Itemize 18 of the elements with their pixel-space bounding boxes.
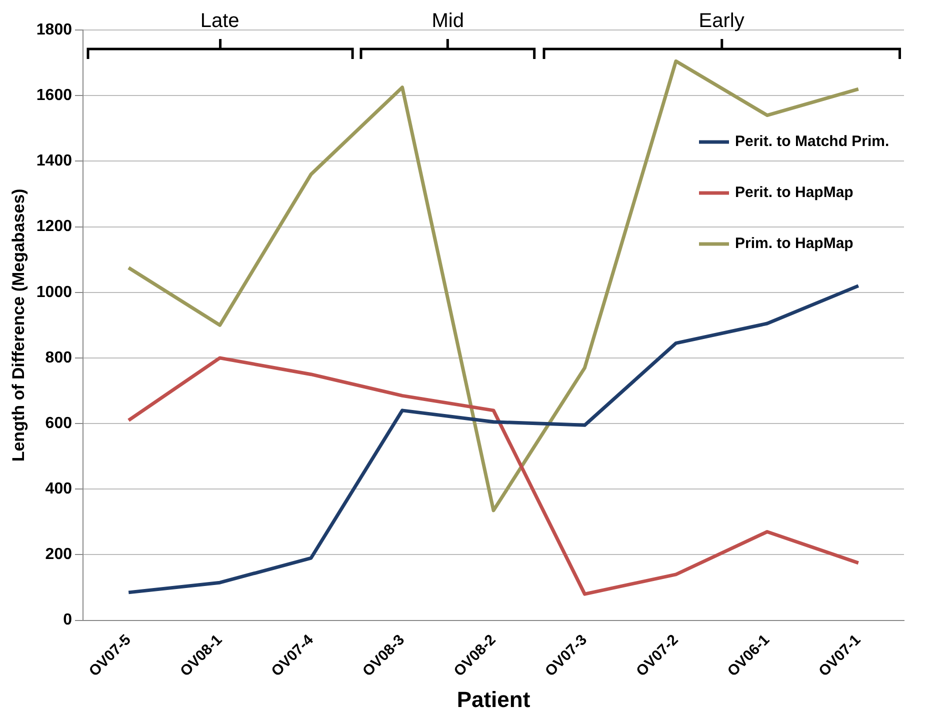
- y-tick-label: 400: [45, 480, 72, 498]
- x-axis-title: Patient: [456, 686, 531, 712]
- y-tick-label: 1000: [36, 284, 72, 301]
- legend-label: Perit. to HapMap: [735, 184, 854, 202]
- y-tick-label: 1200: [36, 218, 72, 236]
- y-tick-label: 200: [45, 546, 72, 564]
- annotation: Early: [698, 10, 744, 33]
- annotation: Late: [200, 10, 240, 33]
- y-tick-label: 1400: [36, 152, 72, 170]
- annotation: Mid: [432, 10, 464, 33]
- y-axis-title: Length of Difference (Megabases): [8, 188, 28, 462]
- y-tick-label: 800: [45, 349, 72, 366]
- y-tick-label: 0: [63, 612, 72, 629]
- y-tick-label: 1600: [36, 86, 72, 104]
- legend-label: Perit. to Matchd Prim.: [735, 133, 890, 150]
- y-tick-label: 1800: [36, 21, 72, 38]
- legend-label: Prim. to HapMap: [735, 235, 854, 252]
- y-tick-label: 600: [45, 414, 72, 432]
